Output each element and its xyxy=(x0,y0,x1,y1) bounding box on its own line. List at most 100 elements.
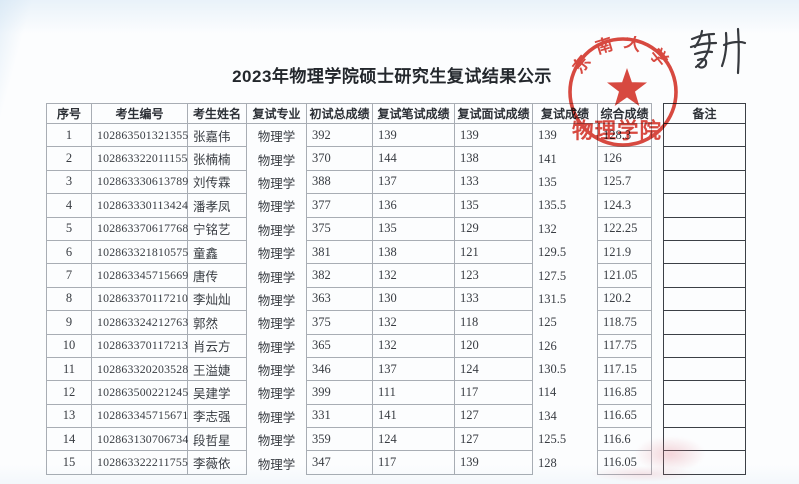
cell-initial-score: 388 xyxy=(307,170,373,195)
cell-index: 2 xyxy=(46,147,92,171)
cell-overall-score: 121.05 xyxy=(598,264,652,288)
column-header: 备注 xyxy=(663,103,746,124)
cell-major: 物理学 xyxy=(247,311,307,335)
table-body: 1 102863501321355 张嘉伟 物理学 392 139 139 13… xyxy=(46,124,746,475)
cell-major: 物理学 xyxy=(247,264,307,288)
cell-initial-score: 363 xyxy=(307,287,373,312)
cell-index: 14 xyxy=(46,428,92,452)
cell-candidate-name: 张楠楠 xyxy=(188,147,247,171)
cell-candidate-id: 102863322011155 xyxy=(92,147,188,171)
cell-major: 物理学 xyxy=(247,170,307,195)
handwritten-signature xyxy=(689,27,747,75)
results-table: 序号 考生编号 考生姓名 复试专业 初试总成绩 复试笔试成绩 复试面试成绩 复试… xyxy=(46,103,746,475)
cell-candidate-name: 段哲星 xyxy=(188,428,247,452)
table-row: 8 102863370117210 李灿灿 物理学 363 130 133 13… xyxy=(46,287,746,312)
cell-interview-score: 138 xyxy=(455,147,533,171)
table-row: 1 102863501321355 张嘉伟 物理学 392 139 139 13… xyxy=(46,124,746,148)
table-row: 10 102863370117213 肖云方 物理学 365 132 120 1… xyxy=(46,334,746,358)
table-row: 12 102863500221245 吴建学 物理学 399 111 117 1… xyxy=(46,381,746,405)
cell-overall-score: 125.7 xyxy=(598,170,652,195)
cell-overall-score: 116.65 xyxy=(598,404,652,429)
cell-candidate-id: 102863130706734 xyxy=(92,428,188,452)
cell-major: 物理学 xyxy=(247,404,307,429)
cell-index: 9 xyxy=(46,311,92,335)
cell-candidate-name: 李灿灿 xyxy=(188,287,247,312)
cell-candidate-id: 102863345715669 xyxy=(92,264,188,288)
cell-index: 6 xyxy=(46,240,92,265)
cell-retest-score: 125 xyxy=(533,311,598,335)
cell-index: 5 xyxy=(46,217,92,241)
column-header: 序号 xyxy=(46,103,92,124)
cell-interview-score: 133 xyxy=(455,170,533,195)
table-row: 4 102863330113424 潘孝凤 物理学 377 136 135 13… xyxy=(46,194,746,218)
cell-initial-score: 377 xyxy=(307,194,373,218)
cell-remark xyxy=(663,240,746,265)
cell-retest-score: 139 xyxy=(533,124,598,148)
cell-major: 物理学 xyxy=(247,381,307,405)
cell-candidate-id: 102863330113424 xyxy=(92,194,188,218)
cell-index: 13 xyxy=(46,404,92,429)
cell-overall-score: 117.15 xyxy=(598,357,652,382)
cell-initial-score: 392 xyxy=(307,124,373,148)
cell-major: 物理学 xyxy=(247,194,307,218)
cell-candidate-id: 102863370117213 xyxy=(92,334,188,358)
cell-overall-score: 120.2 xyxy=(598,287,652,312)
cell-major: 物理学 xyxy=(247,217,307,241)
table-row: 15 102863322211755 李薇依 物理学 347 117 139 1… xyxy=(46,451,746,475)
cell-written-score: 144 xyxy=(373,147,455,171)
cell-written-score: 124 xyxy=(373,428,455,452)
cell-written-score: 139 xyxy=(373,124,455,148)
cell-index: 1 xyxy=(46,124,92,148)
table-row: 13 102863345715671 李志强 物理学 331 141 127 1… xyxy=(46,404,746,429)
seal-ring xyxy=(568,37,678,147)
cell-overall-score: 118.75 xyxy=(598,311,652,335)
cell-major: 物理学 xyxy=(247,124,307,148)
cell-written-score: 137 xyxy=(373,357,455,382)
cell-remark xyxy=(663,357,746,382)
cell-written-score: 141 xyxy=(373,404,455,429)
cell-overall-score: 116.85 xyxy=(598,381,652,405)
cell-interview-score: 139 xyxy=(455,124,533,148)
cell-retest-score: 141 xyxy=(533,147,598,171)
cell-candidate-name: 唐传 xyxy=(188,264,247,288)
cell-written-score: 117 xyxy=(373,451,455,475)
cell-candidate-id: 102863345715671 xyxy=(92,404,188,429)
cell-candidate-name: 张嘉伟 xyxy=(188,124,247,148)
column-header: 考生编号 xyxy=(92,103,188,124)
cell-initial-score: 375 xyxy=(307,217,373,241)
cell-initial-score: 347 xyxy=(307,451,373,475)
cell-initial-score: 375 xyxy=(307,311,373,335)
cell-candidate-id: 102863321810575 xyxy=(92,240,188,265)
cell-interview-score: 120 xyxy=(455,334,533,358)
cell-candidate-name: 李薇依 xyxy=(188,451,247,475)
cell-initial-score: 381 xyxy=(307,240,373,265)
cell-initial-score: 382 xyxy=(307,264,373,288)
cell-retest-score: 127.5 xyxy=(533,264,598,288)
cell-major: 物理学 xyxy=(247,451,307,475)
cell-interview-score: 123 xyxy=(455,264,533,288)
cell-overall-score: 121.9 xyxy=(598,240,652,265)
cell-interview-score: 133 xyxy=(455,287,533,312)
cell-initial-score: 331 xyxy=(307,404,373,429)
cell-remark xyxy=(663,404,746,429)
cell-retest-score: 126 xyxy=(533,334,598,358)
column-header: 初试总成绩 xyxy=(307,103,373,124)
cell-remark xyxy=(663,124,746,148)
cell-interview-score: 127 xyxy=(455,404,533,429)
cell-interview-score: 129 xyxy=(455,217,533,241)
cell-retest-score: 131.5 xyxy=(533,287,598,312)
cell-remark xyxy=(663,194,746,218)
cell-major: 物理学 xyxy=(247,287,307,312)
table-row: 6 102863321810575 童鑫 物理学 381 138 121 129… xyxy=(46,240,746,265)
cell-retest-score: 135 xyxy=(533,170,598,195)
column-header: 复试专业 xyxy=(247,103,307,124)
cell-index: 7 xyxy=(46,264,92,288)
cell-written-score: 136 xyxy=(373,194,455,218)
cell-retest-score: 135.5 xyxy=(533,194,598,218)
cell-candidate-id: 102863501321355 xyxy=(92,124,188,148)
table-row: 2 102863322011155 张楠楠 物理学 370 144 138 14… xyxy=(46,147,746,171)
table-row: 7 102863345715669 唐传 物理学 382 132 123 127… xyxy=(46,264,746,288)
cell-major: 物理学 xyxy=(247,147,307,171)
cell-candidate-name: 童鑫 xyxy=(188,240,247,265)
